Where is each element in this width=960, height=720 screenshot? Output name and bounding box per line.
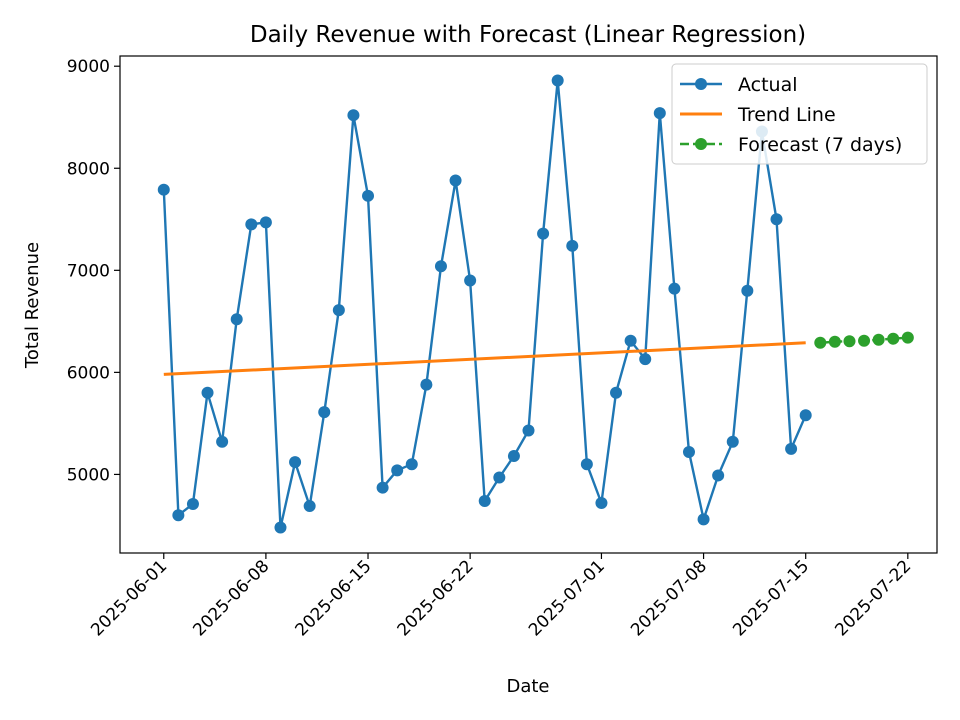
y-tick-label: 6000 (67, 363, 110, 383)
legend-swatch-marker (695, 138, 707, 150)
plot-frame (119, 55, 938, 554)
actual-point (639, 353, 652, 366)
legend-frame (671, 63, 928, 165)
actual-point (726, 435, 739, 448)
actual-point (566, 239, 579, 252)
actual-point (610, 386, 623, 399)
actual-point (259, 216, 272, 229)
actual-point (318, 406, 331, 419)
actual-point (362, 189, 375, 202)
y-tick-label: 8000 (67, 159, 110, 179)
y-axis: 5000 6000 7000 8000 9000 (67, 57, 120, 485)
legend-label: Actual (738, 74, 798, 96)
y-tick-label: 7000 (67, 261, 110, 281)
actual-point (741, 284, 754, 297)
actual-point (216, 435, 229, 448)
actual-point (230, 313, 243, 326)
actual-point (376, 481, 389, 494)
actual-point (274, 521, 287, 534)
trend-line-line (163, 341, 806, 376)
actual-point (785, 442, 798, 455)
actual-point (682, 445, 695, 458)
forecast-7-days-point (901, 331, 914, 344)
forecast-7-days-point (828, 335, 841, 348)
actual-point (507, 450, 520, 463)
forecast-7-days-point (887, 332, 900, 345)
actual-point (595, 496, 608, 509)
actual-point (493, 471, 506, 484)
actual-point (580, 458, 593, 471)
actual-point (537, 227, 550, 240)
actual-point (303, 500, 316, 513)
actual-point (434, 260, 447, 273)
actual-point (332, 304, 345, 317)
actual-point (172, 509, 185, 522)
actual-point (653, 107, 666, 120)
legend-label: Trend Line (737, 104, 836, 126)
actual-point (245, 218, 258, 231)
actual-point (420, 378, 433, 391)
actual-point (289, 456, 302, 469)
actual-point (157, 183, 170, 196)
actual-point (464, 274, 477, 287)
y-tick-label: 9000 (67, 57, 110, 77)
actual-point (347, 109, 360, 122)
chart-title: Daily Revenue with Forecast (Linear Regr… (250, 22, 806, 48)
legend-swatch-marker (695, 78, 707, 90)
actual-point (799, 409, 812, 422)
legend: Actual Trend Line Forecast (7 days) (671, 63, 928, 165)
plot-area (157, 74, 914, 534)
actual-point (624, 334, 637, 347)
actual-point (391, 464, 404, 477)
y-axis-title: Total Revenue (22, 242, 43, 369)
legend-label: Forecast (7 days) (738, 134, 902, 156)
actual-point (668, 282, 681, 295)
actual-point (201, 386, 214, 399)
actual-point (697, 513, 710, 526)
actual-point (522, 424, 535, 437)
forecast-7-days-point (814, 336, 827, 349)
actual-point (186, 498, 199, 511)
y-tick-label: 5000 (67, 465, 110, 485)
actual-point (551, 74, 564, 87)
x-axis-title: Date (506, 676, 549, 697)
actual-point (712, 469, 725, 482)
actual-point (449, 174, 462, 187)
forecast-7-days-point (843, 335, 856, 348)
actual-point (478, 494, 491, 507)
forecast-7-days-point (858, 334, 871, 347)
forecast-7-days-point (872, 333, 885, 346)
actual-point (405, 458, 418, 471)
actual-point (770, 213, 783, 226)
